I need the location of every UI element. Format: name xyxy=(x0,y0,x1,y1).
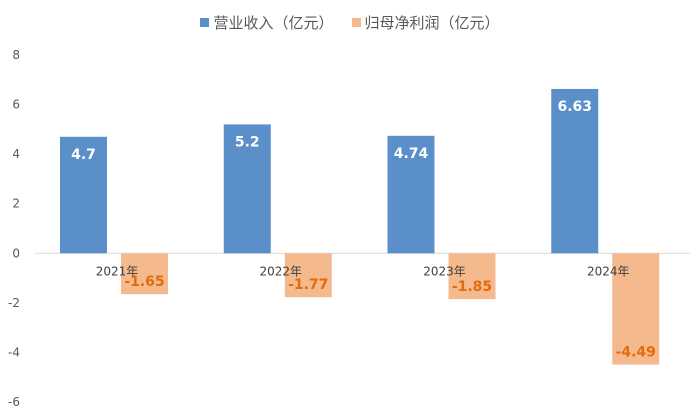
net-profit-value-label: -4.49 xyxy=(616,345,656,361)
y-tick-label: 8 xyxy=(12,48,20,62)
chart-legend: 营业收入（亿元） 归母净利润（亿元） xyxy=(0,10,700,34)
legend-item-net-profit: 归母净利润（亿元） xyxy=(351,12,500,33)
net-profit-bar xyxy=(121,253,168,295)
revenue-bar xyxy=(551,88,599,254)
x-category-label: 2024年 xyxy=(587,264,630,278)
legend-label-net-profit: 归母净利润（亿元） xyxy=(364,13,500,32)
y-tick-label: 0 xyxy=(12,246,20,260)
x-category-label: 2022年 xyxy=(259,264,302,278)
y-tick-label: -4 xyxy=(8,345,20,359)
x-category-label: 2023年 xyxy=(423,264,466,278)
x-category-label: 2021年 xyxy=(96,264,139,278)
net-profit-value-label: -1.85 xyxy=(452,279,492,295)
y-tick-label: 6 xyxy=(12,98,20,112)
y-tick-label: 2 xyxy=(12,197,20,211)
net-profit-bar xyxy=(448,253,496,300)
net-profit-bar xyxy=(284,253,332,298)
revenue-bar xyxy=(60,136,107,254)
legend-label-revenue: 营业收入（亿元） xyxy=(213,13,334,32)
y-tick-label: -6 xyxy=(8,395,20,409)
revenue-bar xyxy=(387,135,435,254)
revenue-value-label: 6.63 xyxy=(557,99,592,115)
y-tick-label: 4 xyxy=(12,147,20,161)
net-profit-bar xyxy=(612,253,660,365)
revenue-value-label: 5.2 xyxy=(235,134,260,150)
net-profit-value-label: -1.65 xyxy=(124,274,164,290)
net-profit-value-label: -1.77 xyxy=(288,277,328,293)
y-tick-label: -2 xyxy=(8,296,20,310)
legend-item-revenue: 营业收入（亿元） xyxy=(200,12,334,33)
revenue-bar xyxy=(223,124,271,254)
revenue-value-label: 4.7 xyxy=(71,147,96,163)
revenue-value-label: 4.74 xyxy=(394,146,429,162)
legend-swatch-revenue xyxy=(200,17,210,27)
legend-swatch-net-profit xyxy=(351,17,361,27)
